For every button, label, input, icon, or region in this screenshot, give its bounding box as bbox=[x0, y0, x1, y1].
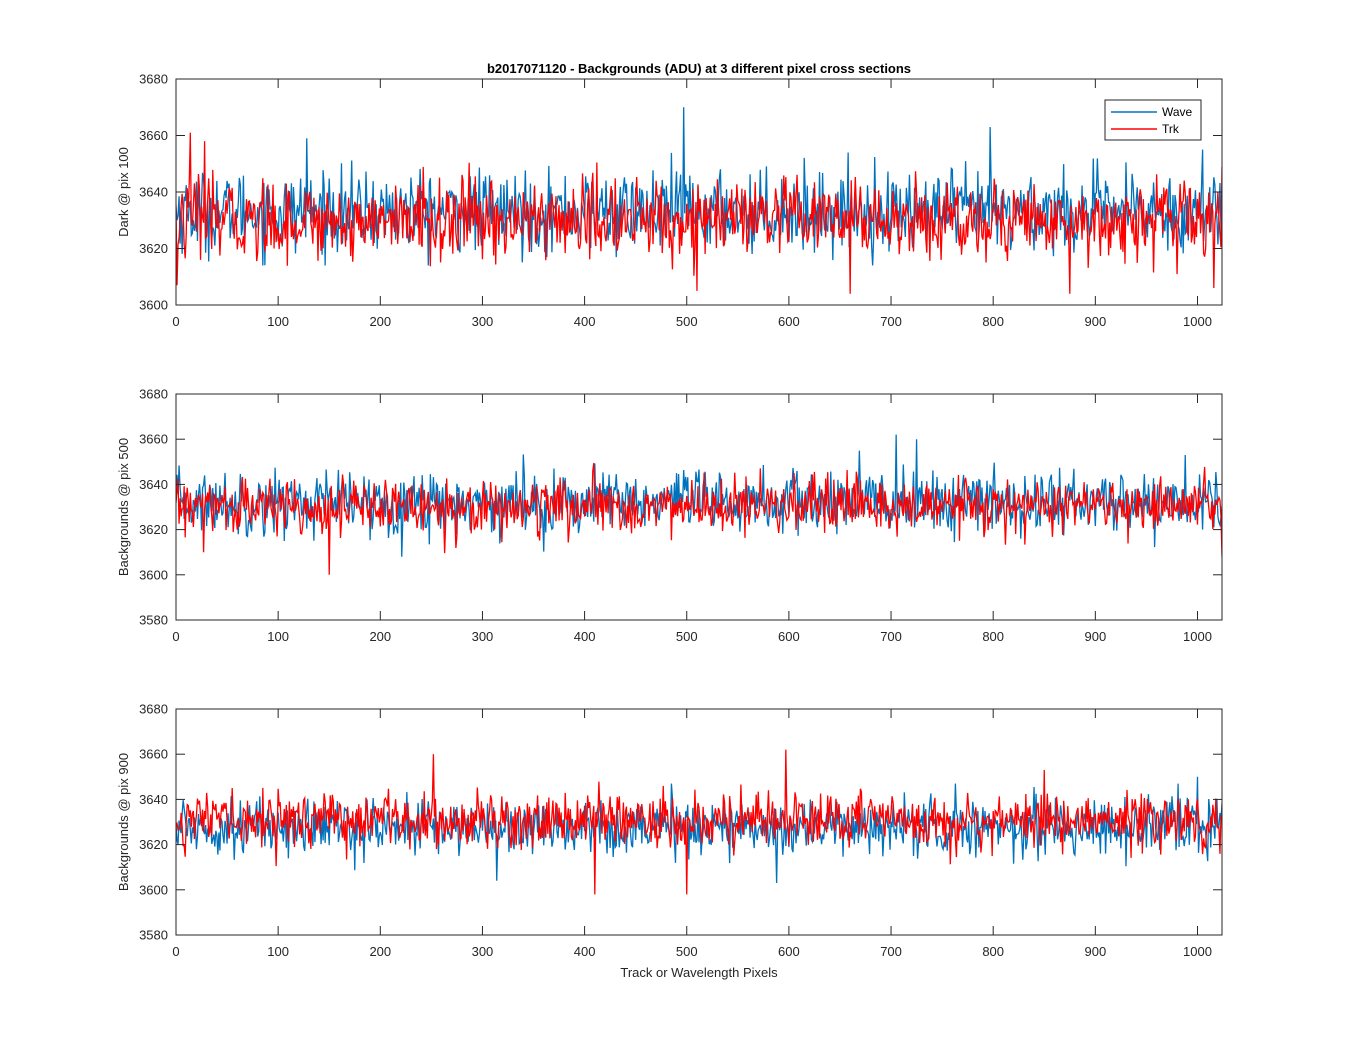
y-tick-label: 3600 bbox=[139, 882, 168, 897]
x-tick-label: 300 bbox=[472, 314, 494, 329]
series-line-trk bbox=[176, 132, 1222, 294]
x-tick-label: 0 bbox=[172, 629, 179, 644]
x-tick-label: 500 bbox=[676, 314, 698, 329]
y-tick-label: 3580 bbox=[139, 613, 168, 628]
y-tick-label: 3620 bbox=[139, 837, 168, 852]
x-tick-label: 800 bbox=[982, 629, 1004, 644]
subplot-1: 0 100 200 300 400 500 600 700 800 900 1000 3600 3620… bbox=[116, 72, 1223, 329]
x-tick-label: 800 bbox=[982, 944, 1004, 959]
series-line-wave bbox=[176, 776, 1222, 884]
y-tick-label: 3600 bbox=[139, 298, 168, 313]
x-tick-label: 1000 bbox=[1183, 629, 1212, 644]
y-axis-label: Backgrounds @ pix 900 bbox=[116, 753, 131, 891]
x-tick-label: 200 bbox=[369, 314, 391, 329]
y-tick-label: 3680 bbox=[139, 702, 168, 717]
x-tick-label: 1000 bbox=[1183, 314, 1212, 329]
plot-area bbox=[176, 79, 1222, 305]
y-tick-label: 3660 bbox=[139, 747, 168, 762]
x-tick-label: 700 bbox=[880, 944, 902, 959]
x-axis-label: Track or Wavelength Pixels bbox=[620, 965, 778, 980]
y-tick-label: 3640 bbox=[139, 477, 168, 492]
x-tick-label: 600 bbox=[778, 314, 800, 329]
x-tick-label: 900 bbox=[1084, 314, 1106, 329]
legend-box bbox=[1104, 99, 1202, 141]
axes-container: 0 100 200 300 400 500 600 700 800 900 100036003620… bbox=[116, 72, 1223, 959]
series-line-trk bbox=[176, 749, 1222, 895]
y-tick-label: 3640 bbox=[139, 185, 168, 200]
y-tick-label: 3620 bbox=[139, 522, 168, 537]
legend-label-wave: Wave bbox=[1162, 105, 1193, 119]
series-line-trk bbox=[176, 462, 1222, 575]
x-tick-label: 700 bbox=[880, 314, 902, 329]
x-tick-label: 100 bbox=[267, 314, 289, 329]
chart-title: b2017071120 - Backgrounds (ADU) at 3 dif… bbox=[487, 61, 911, 76]
y-tick-label: 3580 bbox=[139, 928, 168, 943]
x-tick-label: 600 bbox=[778, 629, 800, 644]
y-axis-label: Backgrounds @ pix 500 bbox=[116, 438, 131, 576]
x-tick-label: 200 bbox=[369, 944, 391, 959]
subplot-2: 0 100 200 300 400 500 600 700 800 900 1000 3580 3600… bbox=[116, 387, 1223, 644]
x-tick-label: 400 bbox=[574, 314, 596, 329]
x-tick-label: 300 bbox=[472, 629, 494, 644]
y-tick-label: 3660 bbox=[139, 432, 168, 447]
x-tick-label: 900 bbox=[1084, 944, 1106, 959]
y-tick-label: 3660 bbox=[139, 128, 168, 143]
x-tick-label: 500 bbox=[676, 629, 698, 644]
x-tick-label: 700 bbox=[880, 629, 902, 644]
series-line-wave bbox=[176, 434, 1222, 557]
x-tick-label: 100 bbox=[267, 629, 289, 644]
x-tick-label: 800 bbox=[982, 314, 1004, 329]
y-tick-label: 3600 bbox=[139, 567, 168, 582]
subplot-3: 0 100 200 300 400 500 600 700 800 900 1000 3580 3600… bbox=[116, 702, 1223, 959]
y-tick-label: 3680 bbox=[139, 72, 168, 87]
x-tick-label: 200 bbox=[369, 629, 391, 644]
x-tick-label: 500 bbox=[676, 944, 698, 959]
y-tick-label: 3620 bbox=[139, 241, 168, 256]
y-axis-label: Dark @ pix 100 bbox=[116, 147, 131, 237]
legend: Wave Trk bbox=[1104, 99, 1202, 141]
x-tick-label: 400 bbox=[574, 629, 596, 644]
x-tick-label: 0 bbox=[172, 314, 179, 329]
series-line-wave bbox=[176, 107, 1222, 266]
legend-label-trk: Trk bbox=[1162, 122, 1180, 136]
axes-box bbox=[175, 708, 1223, 936]
y-tick-label: 3680 bbox=[139, 387, 168, 402]
x-tick-label: 100 bbox=[267, 944, 289, 959]
axes-box bbox=[175, 393, 1223, 621]
x-tick-label: 600 bbox=[778, 944, 800, 959]
x-tick-label: 400 bbox=[574, 944, 596, 959]
x-tick-label: 0 bbox=[172, 944, 179, 959]
x-tick-label: 900 bbox=[1084, 629, 1106, 644]
x-tick-label: 300 bbox=[472, 944, 494, 959]
y-tick-label: 3640 bbox=[139, 792, 168, 807]
x-tick-label: 1000 bbox=[1183, 944, 1212, 959]
